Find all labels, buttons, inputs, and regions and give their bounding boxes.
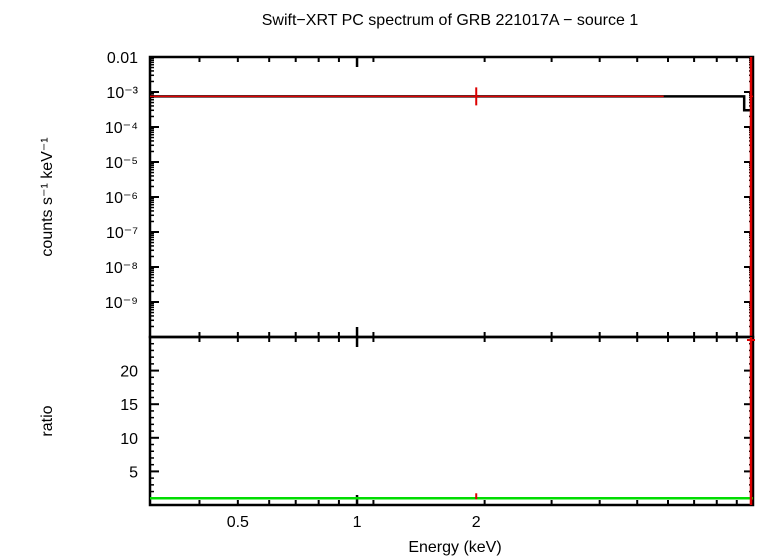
x-axis-label: Energy (keV) (408, 539, 501, 556)
spectrum-y-tick-label: 10⁻⁷ (106, 225, 138, 242)
model-curve (150, 95, 753, 112)
ratio-y-label: ratio (39, 405, 56, 436)
spectrum-y-tick-label: 10⁻⁶ (105, 190, 138, 207)
spectrum-frame (148, 55, 755, 339)
ratio-panel: 5 10 15 20 0.5 1 2 ratio Energy (keV) (39, 335, 755, 556)
chart-title: Swift−XRT PC spectrum of GRB 221017A − s… (262, 12, 639, 29)
ratio-y-tick-label: 15 (120, 397, 138, 414)
spectrum-y-tick-label: 10⁻⁵ (105, 155, 138, 172)
x-tick-label: 2 (472, 514, 481, 531)
ratio-y-tick-label: 20 (120, 364, 138, 381)
ratio-data-points (475, 337, 755, 505)
spectrum-panel: 0.01 10⁻³ 10⁻⁴ 10⁻⁵ 10⁻⁶ 10⁻⁷ 10⁻⁸ 10⁻⁹ counts … (39, 50, 755, 339)
ratio-x-ticks: 0.5 1 2 (198, 337, 738, 531)
spectrum-y-label: counts s⁻¹ keV⁻¹ (39, 137, 56, 256)
spectrum-y-tick-label: 10⁻⁹ (105, 295, 138, 312)
ratio-frame (148, 335, 755, 507)
ratio-y-ticks: 5 10 15 20 (120, 342, 753, 500)
spectrum-model (150, 95, 753, 112)
spectrum-y-tick-label: 10⁻⁴ (105, 120, 138, 137)
spectrum-data-points (150, 57, 753, 337)
spectrum-y-tick-label: 10⁻⁸ (105, 260, 138, 277)
ratio-y-tick-label: 5 (129, 464, 138, 481)
x-tick-label: 0.5 (227, 514, 249, 531)
spectrum-y-tick-label: 0.01 (107, 50, 138, 67)
spectrum-y-ticks: 0.01 10⁻³ 10⁻⁴ 10⁻⁵ 10⁻⁶ 10⁻⁷ 10⁻⁸ 10⁻⁹ (105, 50, 753, 328)
spectrum-y-tick-label: 10⁻³ (106, 85, 138, 102)
x-tick-label: 1 (353, 514, 362, 531)
ratio-y-tick-label: 10 (120, 431, 138, 448)
spectrum-x-ticks (198, 57, 738, 337)
